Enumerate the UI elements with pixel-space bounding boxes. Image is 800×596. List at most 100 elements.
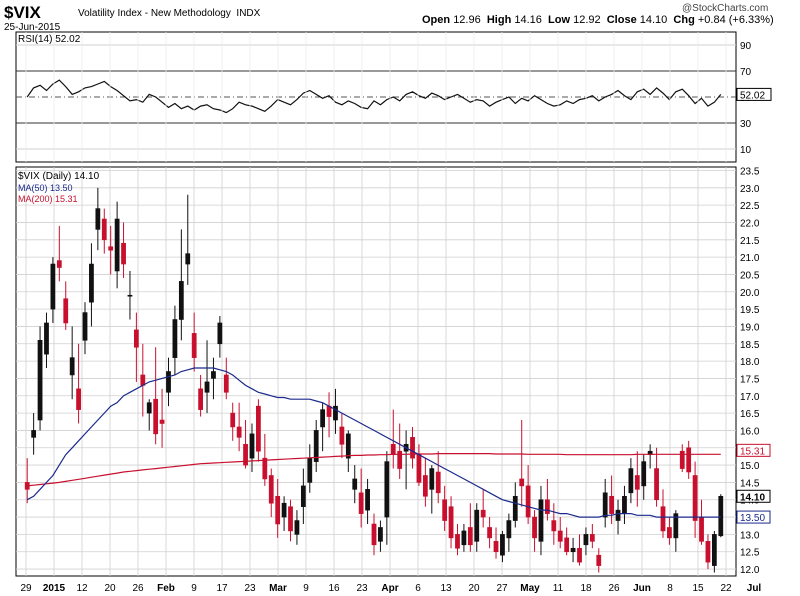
- candle-body: [583, 534, 589, 546]
- candle-body: [230, 412, 236, 428]
- candle-body: [204, 381, 210, 393]
- legend-ma50: MA(50) 13.50: [18, 183, 73, 193]
- candle-body: [37, 340, 43, 421]
- candle-body: [461, 530, 467, 546]
- x-axis-label: 18: [580, 583, 592, 594]
- candle-body: [294, 520, 300, 535]
- candle-body: [307, 457, 313, 483]
- candle-body: [384, 461, 390, 518]
- candle-body: [281, 502, 287, 518]
- candle-body: [236, 426, 242, 438]
- candle-body: [153, 398, 159, 435]
- candle-body: [480, 509, 486, 518]
- ma50-value-tag: 13.50: [740, 513, 765, 524]
- x-axis-label: 16: [328, 583, 340, 594]
- candle-body: [50, 263, 56, 310]
- candle-body: [133, 329, 139, 348]
- x-axis-label: 23: [244, 583, 256, 594]
- price-y-tick: 19.0: [740, 322, 760, 333]
- price-y-tick: 23.5: [740, 166, 760, 177]
- price-y-tick: 22.0: [740, 218, 760, 229]
- candle-body: [56, 260, 62, 268]
- candle-body: [326, 405, 332, 417]
- x-axis-label: 8: [667, 583, 673, 594]
- ma200-line: [27, 453, 721, 487]
- candle-body: [63, 298, 69, 324]
- candle-body: [268, 475, 274, 504]
- candle-body: [333, 405, 338, 421]
- chg-label: Chg: [673, 14, 695, 26]
- x-axis-label: 9: [303, 583, 309, 594]
- price-y-tick: 19.5: [740, 305, 760, 316]
- candle-body: [121, 242, 126, 265]
- candle-body: [699, 516, 704, 542]
- candle-body: [89, 263, 94, 303]
- candle-body: [345, 433, 351, 459]
- candle-body: [538, 499, 544, 542]
- candle-body: [628, 468, 634, 494]
- candle-body: [602, 492, 608, 518]
- candle-body: [422, 475, 428, 497]
- candle-body: [673, 513, 679, 539]
- price-panel: 23.5 23.0 22.5 22.0 21.5 21.0 20.5 20.0 19.5 19.0…: [15, 166, 761, 594]
- index-name: Volatility Index - New Methodology: [78, 8, 231, 19]
- high-label: High: [486, 14, 512, 26]
- exchange-label: INDX: [236, 8, 261, 19]
- candle-body: [493, 541, 499, 553]
- candle-body: [692, 475, 698, 521]
- candle-body: [198, 388, 203, 410]
- candle-body: [442, 499, 448, 521]
- x-axis-label: 15: [692, 583, 704, 594]
- x-axis-label: May: [520, 583, 540, 594]
- rsi-y-tick: 30: [740, 119, 752, 130]
- candle-body: [455, 534, 460, 549]
- candle-body: [532, 516, 537, 539]
- candle-body: [185, 253, 191, 265]
- candle-body: [339, 426, 345, 445]
- ma200-value-tag: 15.31: [740, 446, 765, 457]
- candle-body: [166, 371, 171, 393]
- rsi-y-tick: 90: [740, 41, 752, 52]
- rsi-value-tag-box: [736, 87, 772, 101]
- candle-body: [397, 450, 403, 469]
- candle-body: [44, 322, 49, 355]
- candle-body: [506, 520, 512, 539]
- rsi-y-tick: 10: [740, 145, 752, 156]
- x-axis-label: 23: [356, 583, 368, 594]
- candle-body: [705, 541, 711, 563]
- price-y-tick: 16.0: [740, 426, 760, 437]
- candle-body: [300, 485, 306, 507]
- candle-body: [191, 333, 197, 358]
- price-y-tick: 22.5: [740, 201, 760, 212]
- candle-body: [467, 527, 473, 546]
- watermark: @StockCharts.com: [682, 3, 769, 14]
- x-axis-label: 11: [553, 583, 564, 594]
- price-y-tick: 13.0: [740, 530, 760, 541]
- price-y-tick: 14.5: [740, 478, 760, 489]
- chart-title: Volatility Index - New Methodology INDX: [78, 8, 260, 19]
- candle-body: [667, 527, 672, 539]
- high-value: 14.16: [514, 14, 542, 26]
- x-axis-label: 26: [608, 583, 620, 594]
- x-axis-label: 26: [132, 583, 144, 594]
- candle-body: [609, 495, 615, 514]
- candle-body: [596, 554, 602, 566]
- candle-body: [178, 281, 184, 320]
- candle-body: [108, 246, 114, 251]
- candle-body: [679, 450, 685, 469]
- candle-body: [159, 419, 165, 424]
- candle-body: [358, 492, 364, 514]
- candle-body: [262, 457, 268, 480]
- candle-body: [256, 405, 261, 452]
- candle-body: [243, 443, 248, 466]
- candle-body: [474, 509, 480, 542]
- candle-body: [577, 547, 582, 563]
- x-axis-label: 2015: [43, 583, 66, 594]
- price-y-tick: 12.5: [740, 548, 760, 559]
- candle-body: [435, 471, 441, 494]
- candle-body: [487, 527, 492, 539]
- candle-body: [288, 506, 293, 532]
- candle-body: [223, 374, 229, 393]
- candle-body: [686, 447, 692, 473]
